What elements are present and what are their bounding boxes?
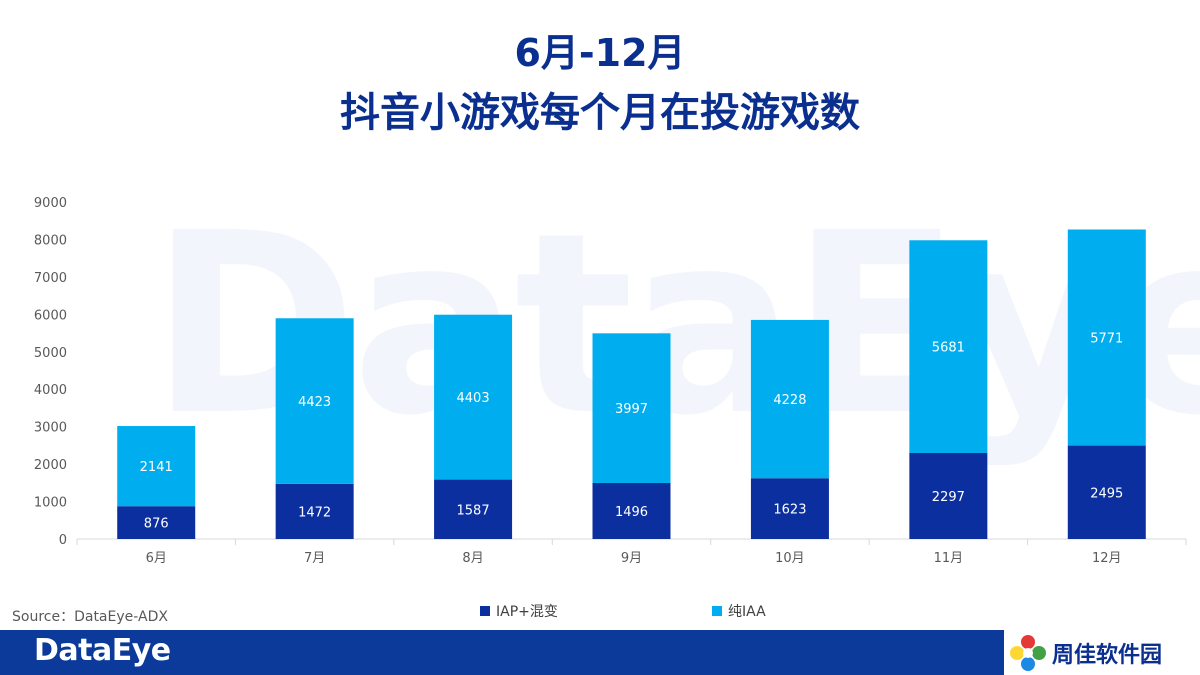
data-label-iap: 1587 — [457, 503, 490, 518]
legend-item-iap: IAP+混变 — [480, 601, 558, 621]
bar-iap-0 — [117, 506, 196, 539]
data-label-iaa: 4403 — [457, 391, 490, 406]
chart-title-line2: 抖音小游戏每个月在投游戏数 — [340, 90, 860, 136]
bar-iap-3 — [592, 482, 671, 539]
footer-bar: DataEye — [0, 630, 1004, 675]
data-label-iaa: 5771 — [1090, 332, 1123, 347]
y-tick-label: 0 — [59, 533, 67, 548]
y-tick-label: 4000 — [34, 383, 67, 398]
bar-iaa-3 — [592, 333, 671, 483]
chart-title-line1: 6月-12月 — [514, 31, 686, 75]
y-tick-label: 1000 — [34, 496, 67, 511]
partner-logo-block: 周佳软件园 — [1004, 630, 1200, 675]
y-tick-label: 3000 — [34, 421, 67, 436]
bar-iaa-4 — [750, 319, 829, 479]
bar-iaa-6 — [1067, 229, 1146, 446]
legend-swatch — [712, 606, 722, 616]
bar-iap-4 — [750, 478, 829, 539]
data-label-iap: 1623 — [773, 503, 806, 518]
data-label-iaa: 4228 — [773, 393, 806, 408]
legend-label: 纯IAA — [728, 604, 766, 620]
chart-legend: IAP+混变 纯IAA — [0, 601, 1200, 621]
x-tick-label: 9月 — [621, 551, 642, 566]
y-tick-label: 5000 — [34, 346, 67, 361]
brand-logo: DataEye — [34, 633, 171, 668]
x-tick-label: 12月 — [1092, 551, 1122, 566]
bar-iaa-2 — [434, 314, 513, 480]
bar-iaa-1 — [275, 318, 354, 484]
data-label-iap: 1496 — [615, 505, 648, 520]
data-label-iaa: 4423 — [298, 395, 331, 410]
data-label-iaa: 5681 — [932, 341, 965, 356]
data-label-iaa: 3997 — [615, 402, 648, 417]
x-tick-label: 11月 — [934, 551, 964, 566]
legend-label: IAP+混变 — [496, 604, 558, 620]
legend-item-iaa: 纯IAA — [712, 601, 766, 621]
data-label-iap: 2495 — [1090, 486, 1123, 501]
y-tick-label: 2000 — [34, 458, 67, 473]
y-tick-label: 7000 — [34, 271, 67, 286]
bar-iap-6 — [1067, 445, 1146, 539]
partner-name: 周佳软件园 — [1052, 642, 1163, 668]
x-tick-label: 10月 — [775, 551, 805, 566]
partner-flower-icon — [1010, 634, 1046, 671]
bar-iaa-5 — [909, 240, 988, 453]
source-note: Source：DataEye-ADX — [12, 609, 168, 625]
bar-iap-2 — [434, 479, 513, 539]
bar-iap-5 — [909, 452, 988, 539]
y-tick-label: 8000 — [34, 233, 67, 248]
data-label-iap: 2297 — [932, 490, 965, 505]
x-tick-label: 7月 — [304, 551, 325, 566]
bar-iaa-0 — [117, 426, 196, 507]
data-label-iap: 876 — [144, 517, 169, 532]
x-tick-label: 8月 — [462, 551, 483, 566]
legend-swatch — [480, 606, 490, 616]
bar-iap-1 — [275, 483, 354, 539]
data-label-iap: 1472 — [298, 505, 331, 520]
y-tick-label: 9000 — [34, 196, 67, 211]
data-label-iaa: 2141 — [140, 460, 173, 475]
y-tick-label: 6000 — [34, 308, 67, 323]
bar-chart: 0 1000 2000 3000 4000 5000 6000 7000 8000 9000 876… — [34, 196, 1187, 566]
x-tick-label: 6月 — [146, 551, 167, 566]
